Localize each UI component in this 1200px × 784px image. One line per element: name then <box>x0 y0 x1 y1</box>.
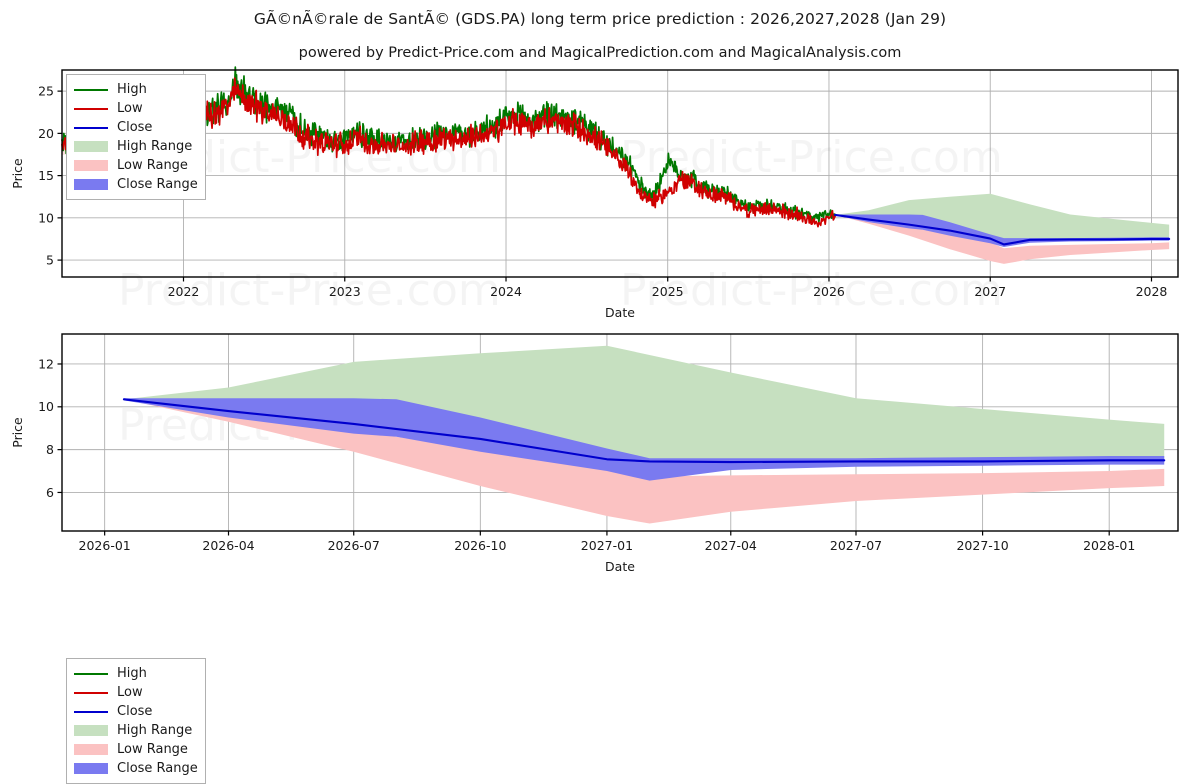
x-tick-label: 2027-07 <box>830 538 882 553</box>
legend-fill-swatch <box>74 160 108 171</box>
legend-item-label: High <box>117 666 147 681</box>
legend-item-label: Low Range <box>117 742 188 757</box>
x-tick-label: 2026 <box>813 284 845 299</box>
legend-item-close: Close <box>74 118 198 137</box>
y-axis-label: Price <box>10 417 25 448</box>
x-tick-label: 2026-07 <box>328 538 380 553</box>
band-low-range <box>835 214 1170 264</box>
legend-item-high-range: High Range <box>74 721 198 740</box>
series-line-close <box>122 398 1166 464</box>
legend-fill-swatch <box>74 744 108 755</box>
x-tick-label: 2023 <box>329 284 361 299</box>
legend-item-high-range: High Range <box>74 137 198 156</box>
overview-chart-svg: Predict-Price.com Predict-Price.comPredic… <box>10 66 1179 320</box>
legend-line-swatch <box>74 88 108 91</box>
watermark-text: Predict-Price.com <box>118 265 501 316</box>
series-line-close <box>834 213 1171 246</box>
y-tick-label: 5 <box>46 253 54 268</box>
legend-fill-swatch <box>74 179 108 190</box>
plot-frame <box>61 333 1179 532</box>
forecast-detail-chart-svg: Predict-Price.comPredict-Price.com2026-0… <box>10 333 1179 574</box>
legend-item-close: Close <box>74 702 198 721</box>
x-tick-label: 2026-01 <box>79 538 131 553</box>
y-tick-label: 12 <box>38 356 54 371</box>
legend-item-high: High <box>74 664 198 683</box>
legend-item-low: Low <box>74 683 198 702</box>
x-tick-label: 2025 <box>652 284 684 299</box>
band-high-range <box>835 193 1170 239</box>
y-tick-label: 20 <box>38 126 54 141</box>
legend-fill-swatch <box>74 141 108 152</box>
y-tick-label: 15 <box>38 168 54 183</box>
legend-item-label: Low <box>117 101 143 116</box>
y-axis-label: Price <box>10 158 25 189</box>
x-tick-label: 2026-04 <box>202 538 254 553</box>
legend-item-label: High <box>117 82 147 97</box>
x-tick-label: 2026-10 <box>454 538 506 553</box>
legend-item-close-range: Close Range <box>74 175 198 194</box>
legend-item-label: Low Range <box>117 158 188 173</box>
x-tick-label: 2028-01 <box>1083 538 1135 553</box>
legend-item-low-range: Low Range <box>74 740 198 759</box>
x-tick-label: 2024 <box>490 284 522 299</box>
x-axis-label: Date <box>605 559 635 574</box>
legend-item-label: High Range <box>117 723 193 738</box>
band-close-range <box>123 398 1165 481</box>
legend-item-label: Close <box>117 704 153 719</box>
legend-line-swatch <box>74 691 108 694</box>
legend-line-swatch <box>74 126 108 129</box>
legend-item-high: High <box>74 80 198 99</box>
x-axis-label: Date <box>605 305 635 320</box>
y-tick-label: 10 <box>38 399 54 414</box>
chart-legend: High Low Close High Range Low Range Close Ran… <box>66 74 206 200</box>
x-tick-label: 2027-01 <box>581 538 633 553</box>
legend-item-label: Low <box>117 685 143 700</box>
y-tick-label: 8 <box>46 442 54 457</box>
forecast-detail-chart-panel: Predict-Price.comPredict-Price.com2026-0… <box>0 320 1200 784</box>
legend-item-label: Close Range <box>117 177 198 192</box>
y-tick-label: 6 <box>46 485 54 500</box>
legend-item-label: Close Range <box>117 761 198 776</box>
x-tick-label: 2022 <box>168 284 200 299</box>
watermark-text: Predict-Price.com <box>620 265 1003 316</box>
y-tick-label: 10 <box>38 210 54 225</box>
legend-line-swatch <box>74 672 108 675</box>
chart-legend: High Low Close High Range Low Range Close Ran… <box>66 658 206 784</box>
legend-item-label: Close <box>117 120 153 135</box>
page-subtitle: powered by Predict-Price.com and Magical… <box>298 45 902 61</box>
x-tick-label: 2027-04 <box>705 538 757 553</box>
overview-chart-panel: Predict-Price.com Predict-Price.com Predic… <box>0 0 1200 320</box>
legend-line-swatch <box>74 710 108 713</box>
legend-fill-swatch <box>74 763 108 774</box>
band-low-range <box>123 399 1165 524</box>
legend-item-low-range: Low Range <box>74 156 198 175</box>
page-title: GÃ©nÃ©rale de SantÃ© (GDS.PA) long term … <box>253 10 947 28</box>
x-tick-label: 2027 <box>974 284 1006 299</box>
legend-line-swatch <box>74 107 108 110</box>
x-tick-label: 2028 <box>1136 284 1168 299</box>
legend-fill-swatch <box>74 725 108 736</box>
legend-item-close-range: Close Range <box>74 759 198 778</box>
y-tick-label: 25 <box>38 84 54 99</box>
legend-item-low: Low <box>74 99 198 118</box>
x-tick-label: 2027-10 <box>956 538 1008 553</box>
plot-frame <box>61 69 1179 278</box>
legend-item-label: High Range <box>117 139 193 154</box>
band-high-range <box>123 345 1165 461</box>
